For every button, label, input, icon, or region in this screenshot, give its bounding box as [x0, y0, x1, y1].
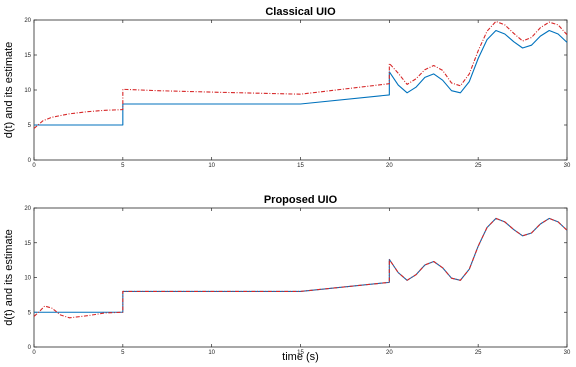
classical-ytick-label: 5	[28, 123, 32, 129]
proposed-ytick-label: 5	[28, 310, 32, 316]
proposed-axes-box	[33, 207, 568, 348]
classical-xtick-label: 10	[208, 163, 215, 169]
proposed-panel: 0 5 10 15 20 25 30 0 5 10 15 20 Proposed UIO d(t) and…	[3, 194, 571, 363]
classical-xtick-label: 0	[32, 163, 36, 169]
classical-true-disturbance-line	[34, 29, 568, 126]
classical-estimate-line	[33, 20, 568, 129]
classical-ylabel: d(t) and its estimate	[3, 42, 15, 139]
classical-xtick-label: 20	[386, 163, 393, 169]
classical-panel: 0 5 10 15 20 25 30 0 5 10 15 20 Classical UIO d(t) an…	[3, 6, 571, 169]
classical-ytick-label: 20	[24, 18, 31, 24]
classical-xtick-label: 30	[564, 163, 571, 169]
proposed-xtick-label: 0	[32, 350, 36, 356]
proposed-xtick-label: 5	[121, 350, 125, 356]
classical-ytick-label: 0	[28, 158, 32, 164]
classical-ytick-label: 15	[24, 53, 31, 59]
proposed-ytick-label: 20	[24, 206, 31, 212]
classical-xtick-label: 15	[297, 163, 304, 169]
proposed-xtick-label: 25	[475, 350, 482, 356]
proposed-ytick-label: 15	[24, 241, 31, 247]
proposed-xtick-label: 10	[208, 350, 215, 356]
classical-xtick-label: 5	[121, 163, 125, 169]
proposed-xtick-label: 20	[386, 350, 393, 356]
proposed-ytick-label: 10	[24, 276, 31, 282]
proposed-xlabel: time (s)	[282, 351, 319, 363]
classical-xtick-label: 25	[475, 163, 482, 169]
classical-ytick-label: 10	[24, 88, 31, 94]
proposed-ytick-label: 0	[28, 345, 32, 351]
proposed-title: Proposed UIO	[264, 194, 338, 206]
classical-title: Classical UIO	[265, 6, 336, 18]
proposed-estimate-line	[33, 217, 568, 319]
classical-axes-box	[33, 19, 568, 161]
proposed-ylabel: d(t) and its estimate	[3, 229, 15, 326]
proposed-xtick-label: 30	[564, 350, 571, 356]
proposed-xtick-label: 15	[297, 350, 304, 356]
